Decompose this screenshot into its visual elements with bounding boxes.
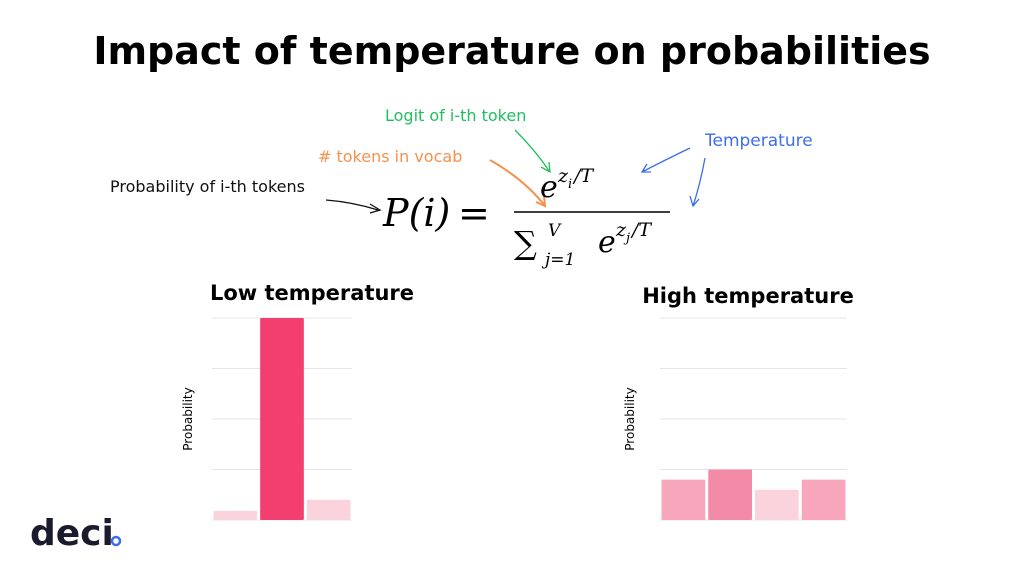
y-axis-label: Probability [623,387,637,450]
annotation: # tokens in vocab [318,147,462,166]
formula-sub: i [568,177,572,192]
formula-exp: /T [572,165,594,187]
bar [213,510,258,520]
arrows [325,129,706,214]
annotation: Logit of i-th token [385,106,526,125]
annotation: Temperature [704,131,813,151]
bar [755,489,799,520]
formula-sub: j [623,231,630,246]
slide-title: Impact of temperature on probabilities [93,29,930,73]
arrow [325,199,382,214]
formula-exp: z [557,165,569,187]
arrow [640,147,691,173]
formula-base: e [540,170,558,205]
logo: deci [30,513,114,554]
formula-sum-upper: V [548,221,562,241]
formula-equals: = [458,191,490,235]
formula-lhs: P(i) [382,191,450,235]
bar [708,469,752,520]
bar [801,479,846,520]
bar [661,479,706,520]
formula-sum: ∑ [514,224,537,262]
bar [306,499,351,520]
arrow [514,129,551,174]
arrow [489,159,547,208]
formula-base: e [598,225,616,260]
arrow [689,157,706,208]
bar [260,318,304,520]
chart-title: High temperature [642,284,854,308]
logo-dot [110,535,122,547]
formula: P(i) = e z i /T ∑ V j=1 e z j /T [382,165,670,270]
formula-exp: z [615,219,627,241]
formula-exp: /T [630,219,652,241]
y-axis-label: Probability [181,387,195,450]
chart-title: Low temperature [210,281,414,305]
annotation: Probability of i-th tokens [110,177,305,196]
formula-sum-lower: j=1 [541,250,575,270]
